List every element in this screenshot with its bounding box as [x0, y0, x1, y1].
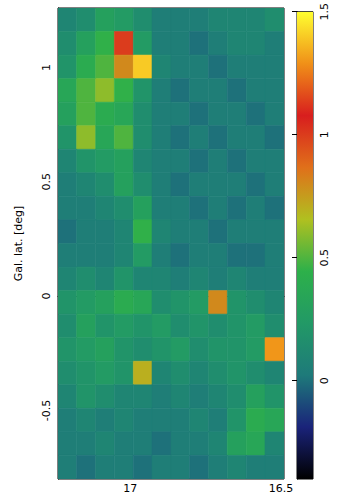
svg-text:1.5: 1.5	[318, 3, 331, 21]
svg-text:0: 0	[318, 377, 331, 384]
svg-text:Gal. lat. [deg]: Gal. lat. [deg]	[12, 206, 25, 282]
svg-text:1: 1	[318, 131, 331, 138]
svg-text:17: 17	[123, 482, 137, 495]
svg-text:0.5: 0.5	[40, 173, 53, 191]
svg-text:-0.5: -0.5	[40, 400, 53, 421]
svg-text:16.5: 16.5	[269, 482, 294, 495]
svg-text:1: 1	[40, 64, 53, 71]
svg-text:0: 0	[40, 293, 53, 300]
svg-text:0.5: 0.5	[318, 249, 331, 267]
